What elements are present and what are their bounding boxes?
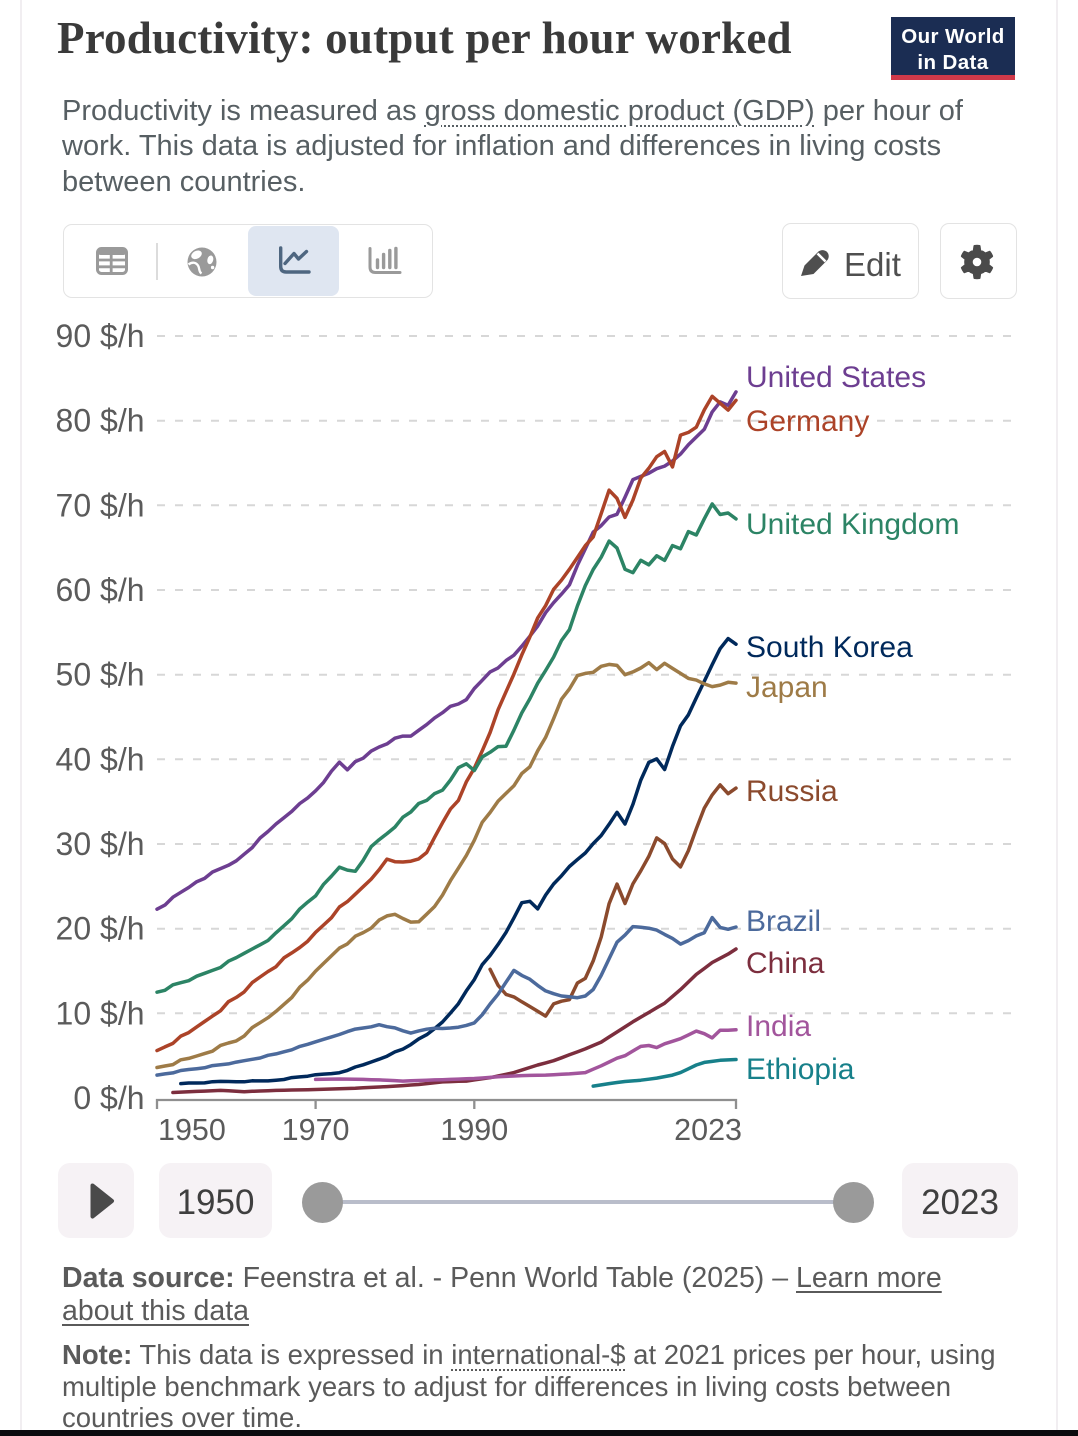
svg-text:40 $/h: 40 $/h	[56, 741, 145, 777]
svg-text:10 $/h: 10 $/h	[56, 995, 145, 1031]
svg-text:1950: 1950	[158, 1113, 226, 1147]
svg-text:20 $/h: 20 $/h	[56, 911, 145, 947]
svg-text:United Kingdom: United Kingdom	[746, 508, 959, 541]
svg-text:2023: 2023	[674, 1113, 742, 1147]
svg-text:1970: 1970	[282, 1113, 350, 1147]
svg-text:70 $/h: 70 $/h	[56, 487, 145, 523]
svg-text:Japan: Japan	[746, 671, 828, 704]
svg-text:50 $/h: 50 $/h	[56, 657, 145, 693]
svg-text:China: China	[746, 947, 825, 980]
svg-text:Germany: Germany	[746, 405, 869, 438]
svg-text:Russia: Russia	[746, 775, 838, 808]
svg-text:80 $/h: 80 $/h	[56, 403, 145, 439]
svg-text:Ethiopia: Ethiopia	[746, 1053, 855, 1086]
svg-text:United States: United States	[746, 361, 926, 394]
svg-text:30 $/h: 30 $/h	[56, 826, 145, 862]
svg-text:Brazil: Brazil	[746, 905, 821, 938]
svg-text:0 $/h: 0 $/h	[73, 1080, 144, 1116]
svg-text:90 $/h: 90 $/h	[56, 318, 145, 354]
svg-text:South Korea: South Korea	[746, 631, 913, 664]
svg-text:India: India	[746, 1010, 811, 1043]
svg-text:60 $/h: 60 $/h	[56, 572, 145, 608]
svg-text:1990: 1990	[440, 1113, 508, 1147]
